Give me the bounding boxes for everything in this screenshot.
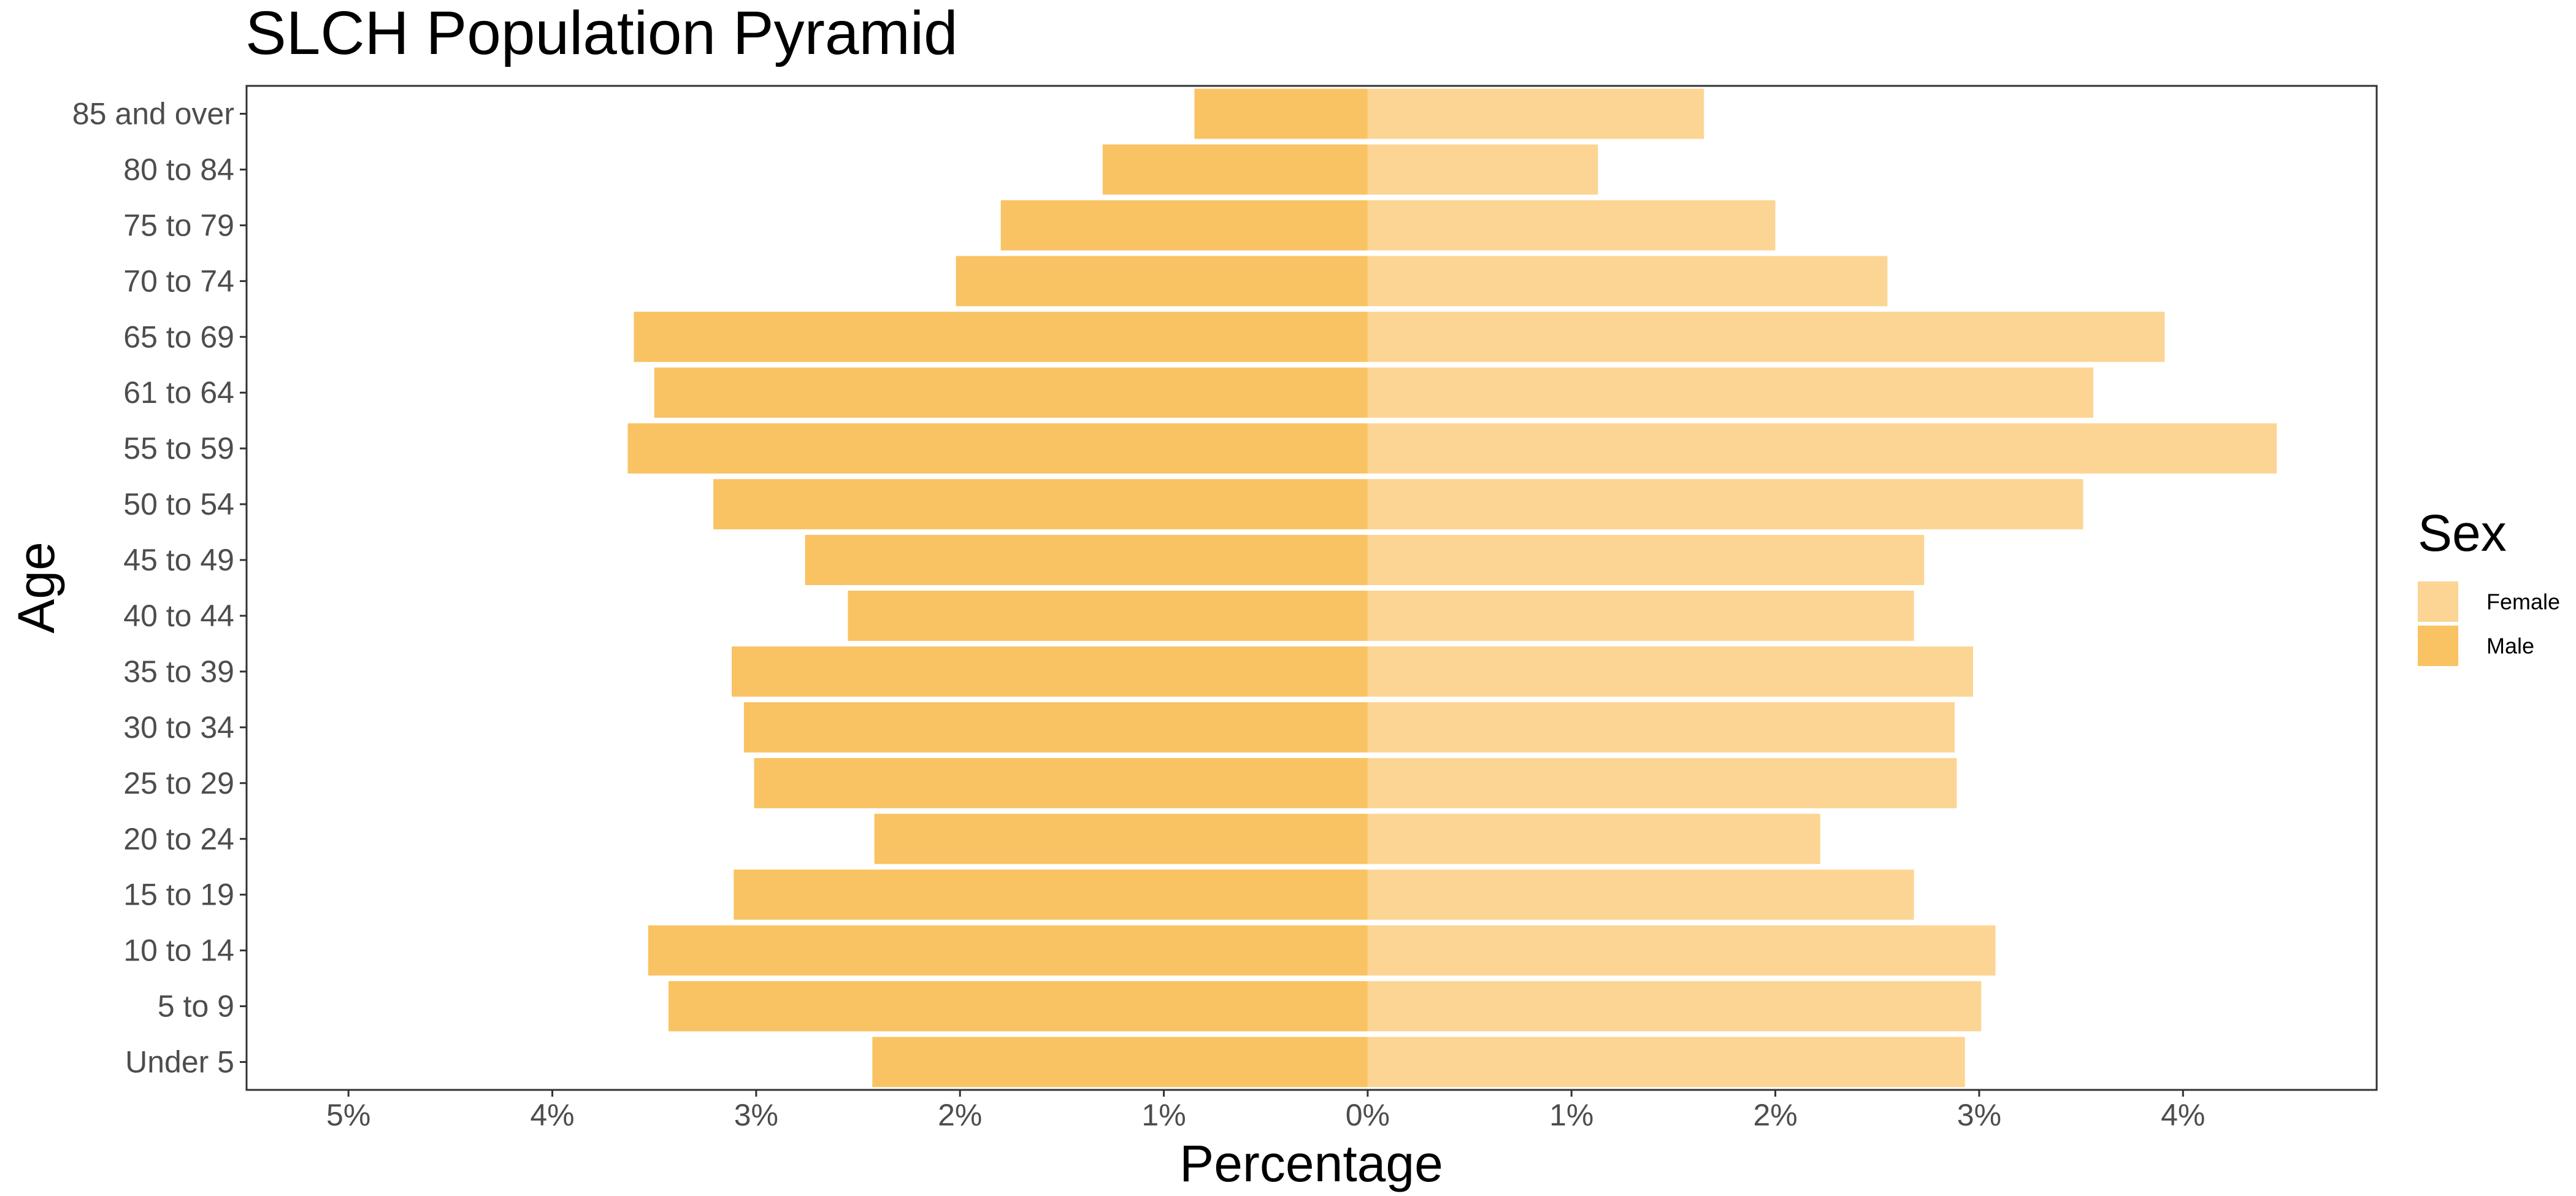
bar-female-35-to-39 xyxy=(1367,646,1973,697)
bar-male-80-to-84 xyxy=(1102,144,1368,195)
y-tick-label: 25 to 29 xyxy=(123,766,234,800)
bar-female-80-to-84 xyxy=(1367,144,1598,195)
x-tick-label: 2% xyxy=(938,1098,982,1132)
bar-male-45-to-49 xyxy=(805,535,1368,585)
x-tick-label: 1% xyxy=(1549,1098,1593,1132)
y-tick-label: Under 5 xyxy=(125,1045,234,1079)
x-tick-label: 3% xyxy=(734,1098,778,1132)
bar-female-20-to-24 xyxy=(1367,813,1820,864)
y-tick-label: 30 to 34 xyxy=(123,710,234,745)
bar-female-10-to-14 xyxy=(1367,925,1996,976)
bar-male-25-to-29 xyxy=(754,757,1368,808)
y-tick-label: 40 to 44 xyxy=(123,599,234,633)
y-tick-label: 61 to 64 xyxy=(123,375,234,410)
bar-male-65-to-69 xyxy=(634,312,1368,362)
bar-female-45-to-49 xyxy=(1367,535,1925,585)
legend-title: Sex xyxy=(2418,504,2507,562)
y-tick-label: 35 to 39 xyxy=(123,654,234,689)
bar-male-40-to-44 xyxy=(848,591,1368,641)
bar-female-25-to-29 xyxy=(1367,757,1957,808)
bar-female-70-to-74 xyxy=(1367,256,1888,307)
bar-male-85-and-over xyxy=(1194,88,1368,139)
bar-male-10-to-14 xyxy=(648,925,1368,976)
bar-female-15-to-19 xyxy=(1367,869,1914,920)
bar-male-75-to-79 xyxy=(1000,200,1368,251)
bar-male-under-5 xyxy=(872,1037,1368,1087)
bar-male-61-to-64 xyxy=(654,367,1368,418)
y-tick-label: 10 to 14 xyxy=(123,933,234,968)
bar-female-40-to-44 xyxy=(1367,591,1914,641)
y-tick-label: 5 to 9 xyxy=(158,989,234,1024)
bar-male-55-to-59 xyxy=(627,423,1368,474)
x-tick-label: 0% xyxy=(1346,1098,1390,1132)
x-tick-label: 1% xyxy=(1141,1098,1186,1132)
bar-male-30-to-34 xyxy=(743,702,1368,753)
bar-male-5-to-9 xyxy=(668,981,1368,1032)
y-tick-label: 55 to 59 xyxy=(123,431,234,466)
y-tick-label: 50 to 54 xyxy=(123,487,234,521)
legend-label-male: Male xyxy=(2486,634,2534,659)
y-tick-label: 80 to 84 xyxy=(123,152,234,186)
bar-female-75-to-79 xyxy=(1367,200,1776,251)
legend-label-female: Female xyxy=(2486,589,2560,615)
bar-female-55-to-59 xyxy=(1367,423,2277,474)
y-tick-label: 15 to 19 xyxy=(123,878,234,912)
y-tick-label: 45 to 49 xyxy=(123,543,234,577)
bars-layer xyxy=(627,88,2277,1087)
x-axis-title: Percentage xyxy=(1179,1135,1443,1192)
bar-female-65-to-69 xyxy=(1367,312,2165,362)
bar-male-15-to-19 xyxy=(734,869,1368,920)
bar-female-30-to-34 xyxy=(1367,702,1955,753)
plot-panel-border xyxy=(245,85,2378,1091)
x-axis: 5% 4% 3% 2% 1% 0% 1% 2% 3% 4% xyxy=(326,1090,2205,1132)
bar-female-5-to-9 xyxy=(1367,981,1982,1032)
chart-title: SLCH Population Pyramid xyxy=(245,0,958,67)
bar-male-70-to-74 xyxy=(956,256,1368,307)
y-tick-label: 65 to 69 xyxy=(123,320,234,354)
legend: Sex Female Male xyxy=(2418,504,2560,666)
legend-key-female xyxy=(2418,581,2458,622)
x-tick-label: 2% xyxy=(1753,1098,1797,1132)
y-tick-label: 20 to 24 xyxy=(123,822,234,856)
x-tick-label: 4% xyxy=(530,1098,574,1132)
bar-female-85-and-over xyxy=(1367,88,1704,139)
y-axis: Under 5 5 to 9 10 to 14 15 to 19 20 to 24 25 … xyxy=(72,96,247,1079)
y-tick-label: 75 to 79 xyxy=(123,208,234,242)
bar-female-61-to-64 xyxy=(1367,367,2094,418)
x-tick-label: 4% xyxy=(2161,1098,2205,1132)
bar-male-20-to-24 xyxy=(874,813,1368,864)
legend-key-male xyxy=(2418,626,2458,666)
bar-male-50-to-54 xyxy=(713,479,1368,530)
y-axis-title: Age xyxy=(7,542,65,633)
x-tick-label: 3% xyxy=(1957,1098,2001,1132)
bar-female-under-5 xyxy=(1367,1037,1965,1087)
legend-items: Female Male xyxy=(2418,581,2560,666)
bar-female-50-to-54 xyxy=(1367,479,2083,530)
y-tick-label: 70 to 74 xyxy=(123,264,234,298)
y-tick-label: 85 and over xyxy=(72,96,234,131)
bar-male-35-to-39 xyxy=(731,646,1368,697)
x-tick-label: 5% xyxy=(326,1098,370,1132)
